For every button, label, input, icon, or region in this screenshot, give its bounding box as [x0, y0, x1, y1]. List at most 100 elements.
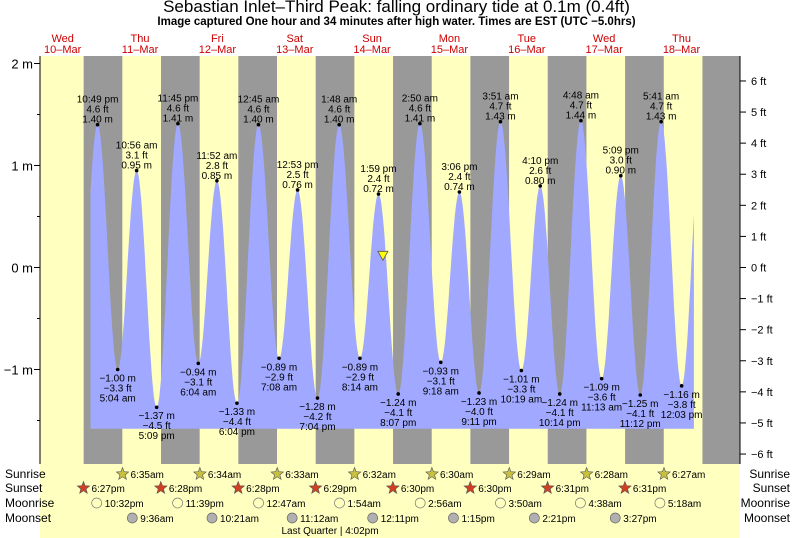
chart-subtitle: Image captured One hour and 34 minutes a… — [157, 16, 636, 28]
low-tide-point — [638, 393, 643, 397]
low-tide-point — [477, 391, 481, 395]
sunrise-time: 6:29am — [517, 470, 550, 481]
low-tide-point — [277, 356, 281, 361]
high-tide-meters: 1.40 m — [243, 115, 274, 126]
low-tide-point — [396, 392, 401, 396]
low-tide-meters: −1.28 m — [299, 402, 335, 413]
day-date: 18–Mar — [663, 44, 701, 56]
day-of-week: Sat — [286, 33, 303, 45]
moonrise-time: 2:56am — [428, 499, 461, 510]
high-tide-time: 2:50 am — [402, 94, 438, 105]
day-of-week: Fri — [211, 33, 224, 45]
low-tide-time: 8:14 am — [342, 382, 378, 393]
high-tide-meters: 0.85 m — [202, 171, 233, 182]
low-tide-meters: −1.37 m — [138, 411, 174, 422]
low-tide-point — [154, 405, 159, 410]
low-tide-time: 8:07 pm — [380, 418, 416, 429]
low-tide-point — [679, 384, 684, 388]
low-tide-meters: −0.89 m — [342, 362, 378, 373]
low-tide-point — [599, 376, 604, 381]
low-tide-time: 10:19 am — [501, 395, 543, 406]
high-tide-meters: 0.80 m — [525, 176, 556, 187]
sunset-icon — [385, 480, 400, 494]
high-tide-feet: 4.7 ft — [650, 102, 672, 113]
moonset-time: 3:27pm — [623, 514, 656, 525]
sunset-time: 6:28pm — [169, 484, 202, 495]
high-tide-point — [176, 121, 180, 126]
low-tide-time: 11:12 pm — [620, 419, 661, 430]
high-tide-meters: 1.43 m — [646, 112, 677, 123]
sunrise-icon — [270, 466, 285, 480]
low-tide-meters: −0.94 m — [180, 367, 216, 378]
moonrise-icon — [414, 497, 426, 509]
moonset-icon — [206, 512, 218, 524]
moonrise-icon — [91, 497, 103, 509]
sunset-row-label: Sunset — [753, 481, 791, 495]
high-tide-time: 12:45 am — [238, 95, 280, 106]
high-tide-time: 5:09 pm — [603, 146, 639, 157]
high-tide-point — [418, 121, 422, 126]
high-tide-feet: 4.6 ft — [247, 105, 269, 116]
high-tide-time: 12:53 pm — [277, 160, 319, 171]
sunrise-time: 6:33am — [285, 470, 318, 481]
high-tide-point — [295, 188, 300, 192]
moonrise-row-label: Moonrise — [741, 496, 791, 510]
moonrise-icon — [654, 497, 666, 509]
sunset-icon — [76, 480, 91, 494]
moonrise-icon — [253, 497, 264, 509]
high-tide-point — [337, 122, 342, 127]
sunrise-time: 6:27am — [672, 470, 705, 481]
sunrise-time: 6:32am — [363, 470, 396, 481]
moonrise-icon — [334, 497, 345, 509]
high-tide-feet: 4.6 ft — [328, 105, 350, 116]
left-axis-label: 1 m — [11, 159, 33, 174]
low-tide-feet: −4.1 ft — [546, 408, 574, 419]
sunset-row-label: Sunset — [5, 481, 43, 495]
low-tide-time: 7:04 pm — [299, 422, 335, 433]
sunset-time: 6:30pm — [401, 484, 434, 495]
high-tide-feet: 2.5 ft — [286, 170, 308, 181]
sunrise-icon — [657, 466, 671, 480]
moonset-icon — [367, 512, 379, 524]
high-tide-point — [579, 118, 583, 123]
low-tide-time: 9:18 am — [423, 386, 459, 397]
moonrise-icon — [172, 497, 183, 509]
sunrise-icon — [425, 466, 439, 480]
low-tide-time: 7:08 am — [261, 382, 297, 393]
low-tide-meters: −1.33 m — [219, 407, 255, 418]
day-date: 12–Mar — [199, 44, 237, 56]
high-tide-feet: 4.6 ft — [167, 104, 189, 115]
right-axis-label: 1 ft — [751, 231, 766, 243]
sunrise-time: 6:28am — [595, 470, 628, 481]
sunrise-icon — [579, 466, 594, 480]
high-tide-point — [134, 168, 139, 173]
low-tide-time: 6:04 pm — [219, 427, 255, 438]
low-tide-meters: −1.01 m — [503, 375, 539, 386]
moonset-time: 2:21pm — [542, 514, 575, 525]
sunset-icon — [153, 480, 168, 494]
sunrise-time: 6:35am — [131, 470, 164, 481]
sunrise-icon — [347, 466, 362, 480]
low-tide-meters: −0.93 m — [423, 366, 459, 377]
low-tide-meters: −1.09 m — [583, 383, 619, 394]
high-tide-point — [256, 122, 261, 127]
moonrise-row-label: Moonrise — [5, 496, 55, 510]
right-axis-label: 5 ft — [751, 107, 766, 119]
high-tide-meters: 1.40 m — [82, 115, 113, 126]
low-tide-point — [438, 360, 443, 365]
high-tide-point — [659, 119, 663, 124]
sunset-icon — [463, 480, 478, 494]
low-tide-meters: −1.23 m — [461, 397, 497, 408]
moonrise-icon — [495, 497, 506, 509]
moonset-row-label: Moonset — [744, 511, 791, 525]
sunrise-time: 6:30am — [440, 470, 473, 481]
high-tide-meters: 0.95 m — [121, 161, 152, 172]
sunset-time: 6:29pm — [324, 484, 357, 495]
low-tide-meters: −1.24 m — [380, 398, 416, 409]
sunrise-row-label: Sunrise — [749, 467, 790, 481]
day-date: 10–Mar — [44, 44, 82, 56]
high-tide-time: 4:48 am — [563, 91, 599, 102]
high-tide-point — [538, 184, 543, 188]
low-tide-time: 11:13 am — [581, 403, 622, 414]
